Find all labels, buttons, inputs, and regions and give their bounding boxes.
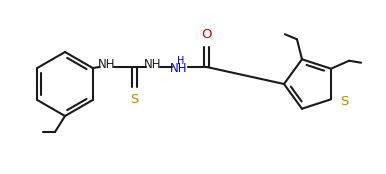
Text: O: O [201,28,212,41]
Text: NH: NH [144,58,161,72]
Text: H: H [177,56,185,66]
Text: S: S [130,93,139,106]
Text: NH: NH [170,62,188,76]
Text: S: S [340,95,349,108]
Text: NH: NH [98,58,115,72]
